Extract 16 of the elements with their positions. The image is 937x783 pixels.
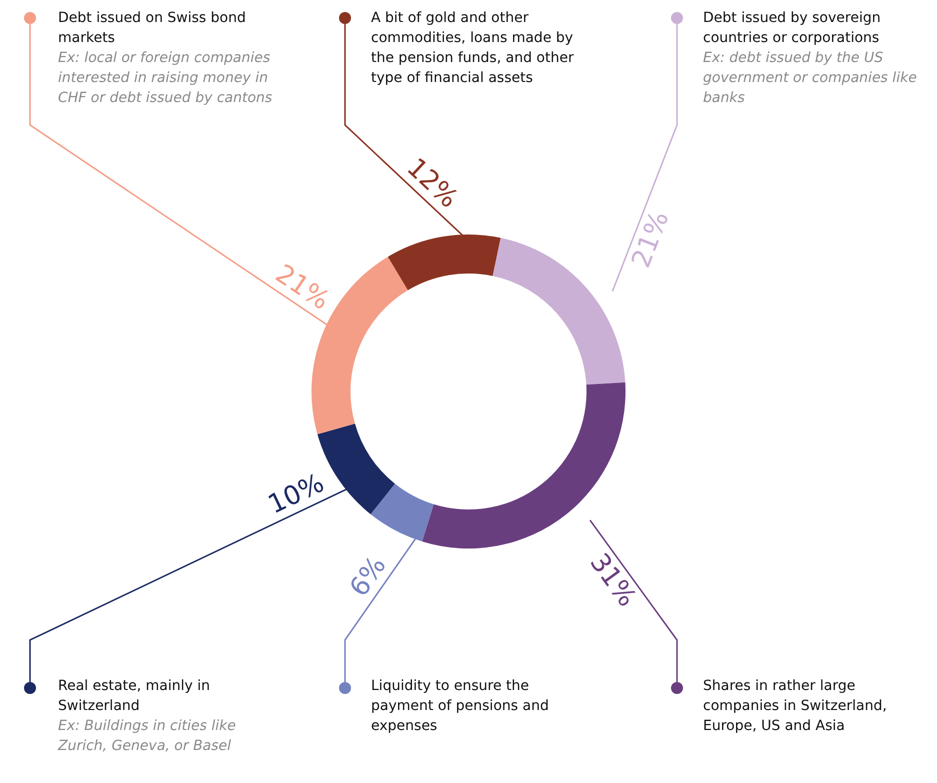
text: Ex: local or foreign companies interested in raising money in CHF or debt issued by cantons	[58, 50, 272, 106]
donut-slice	[370, 484, 434, 542]
legend-label: Debt issued on Swiss bond markets	[58, 9, 247, 48]
text: Ex: debt issued by the US government or companies like banks	[703, 50, 917, 106]
text: Ex: Buildings in cities like Zurich, Geneva, or Basel	[58, 718, 236, 754]
data-label: 21%	[626, 207, 676, 272]
legend-label: Real estate, mainly in Switzerland	[58, 677, 211, 716]
donut-slice	[422, 382, 626, 548]
legend-label: Debt issued by sovereign countries or corporations	[703, 9, 882, 48]
donut-slice	[492, 238, 626, 385]
data-label: 6%	[344, 551, 392, 602]
donut-slice	[388, 234, 501, 290]
legend-label: A bit of gold and other commodities, loans made by the pension funds, and other type of financial assets	[371, 9, 575, 88]
legend-label: Shares in rather large companies in Switzerland, Europe, US and Asia	[703, 677, 888, 736]
legend-label: Liquidity to ensure the payment of pensions and expenses	[371, 677, 550, 736]
data-label: 10%	[264, 468, 329, 520]
